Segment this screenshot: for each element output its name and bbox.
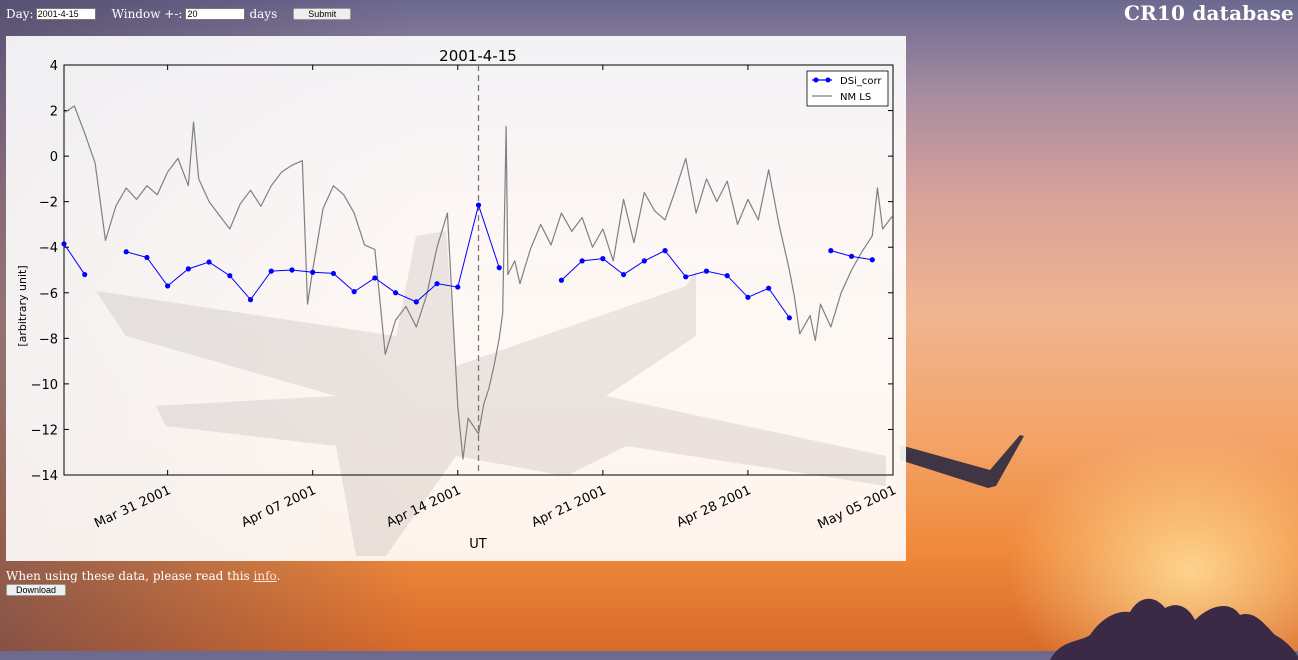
chart-title: 2001-4-15 [439, 47, 517, 65]
data-point-dsi-corr [558, 277, 565, 283]
data-point-dsi-corr [641, 258, 647, 264]
window-label: Window +-: [111, 7, 183, 21]
y-axis-label: [arbitrary unit] [16, 265, 29, 346]
y-tick-label: 0 [50, 150, 58, 165]
legend: DSi_corr NM LS [806, 70, 889, 107]
legend-entry-nm-ls: NM LS [840, 92, 871, 103]
y-tick-label: −8 [39, 332, 58, 347]
data-point-dsi-corr [475, 202, 482, 208]
data-point-dsi-corr [848, 253, 855, 259]
plot-panel: 4 2 0 −2 −4 −6 −8 −10 −12 −14 Mar 31 2001 Apr 07 2… [6, 36, 906, 561]
data-point-dsi-corr [123, 249, 129, 255]
airplane-wingtip-decoration [900, 435, 1024, 488]
data-point-dsi-corr [268, 268, 274, 274]
data-point-dsi-corr [683, 274, 689, 280]
submit-button[interactable]: Submit [293, 8, 352, 20]
day-label: Day: [6, 7, 34, 21]
footer-note: When using these data, please read this … [6, 569, 280, 583]
x-tick-label: Apr 21 2001 [529, 483, 608, 531]
data-point-dsi-corr [206, 259, 212, 265]
series-line-nm-ls [63, 105, 894, 460]
info-link[interactable]: info [253, 569, 277, 583]
data-point-dsi-corr [496, 265, 502, 271]
data-point-dsi-corr [869, 257, 875, 263]
data-point-dsi-corr [766, 285, 772, 291]
data-point-dsi-corr [289, 267, 295, 273]
data-point-dsi-corr [662, 248, 668, 254]
x-axis-label: UT [469, 537, 487, 552]
day-input[interactable] [35, 8, 96, 20]
data-point-dsi-corr [247, 297, 254, 303]
data-point-dsi-corr [703, 268, 710, 274]
series-line-dsi-corr [561, 250, 790, 319]
legend-entry-dsi-corr: DSi_corr [840, 76, 882, 87]
data-point-dsi-corr [330, 270, 337, 277]
y-tick-label: −6 [39, 287, 58, 302]
data-point-dsi-corr [620, 271, 627, 278]
days-label: days [249, 7, 278, 21]
data-point-dsi-corr [310, 269, 316, 275]
footer-note-text: When using these data, please read this [6, 569, 250, 583]
y-tick-label: 2 [50, 105, 58, 120]
y-tick-label: −10 [31, 378, 58, 393]
data-point-dsi-corr [185, 266, 191, 272]
time-series-chart: 4 2 0 −2 −4 −6 −8 −10 −12 −14 Mar 31 2001 Apr 07 2… [16, 47, 899, 556]
data-point-dsi-corr [351, 289, 357, 295]
data-point-dsi-corr [82, 271, 88, 278]
window-input[interactable] [185, 8, 246, 20]
x-tick-label: Apr 07 2001 [239, 483, 318, 531]
data-point-dsi-corr [579, 258, 585, 264]
y-tick-label: 4 [50, 59, 58, 74]
data-point-dsi-corr [61, 241, 67, 247]
cloud-silhouette-decoration [1050, 598, 1298, 660]
airplane-watermark [96, 231, 886, 556]
footer-note-end: . [276, 569, 281, 583]
data-point-dsi-corr [165, 283, 171, 289]
data-point-dsi-corr [455, 284, 461, 290]
x-tick-label: Mar 31 2001 [92, 483, 173, 531]
data-point-dsi-corr [393, 290, 399, 296]
data-point-dsi-corr [227, 273, 233, 279]
data-point-dsi-corr [434, 281, 440, 287]
series-line-dsi-corr [63, 243, 86, 275]
data-point-dsi-corr [724, 273, 730, 279]
data-point-dsi-corr [745, 294, 751, 300]
data-point-dsi-corr [786, 315, 792, 321]
data-point-dsi-corr [828, 248, 834, 254]
site-title: CR10 database [1123, 1, 1294, 25]
download-button[interactable]: Download [6, 584, 66, 596]
query-form: Day: Window +-: days Submit [6, 6, 352, 22]
x-tick-label: May 05 2001 [816, 483, 899, 532]
data-point-dsi-corr [372, 275, 378, 281]
y-tick-label: −12 [31, 423, 58, 438]
y-tick-label: −4 [39, 241, 58, 256]
y-tick-label: −14 [31, 469, 58, 484]
data-point-dsi-corr [144, 254, 150, 261]
data-point-dsi-corr [413, 299, 419, 305]
x-tick-label: Apr 28 2001 [674, 483, 753, 531]
y-tick-label: −2 [39, 196, 58, 211]
data-point-dsi-corr [600, 256, 606, 262]
